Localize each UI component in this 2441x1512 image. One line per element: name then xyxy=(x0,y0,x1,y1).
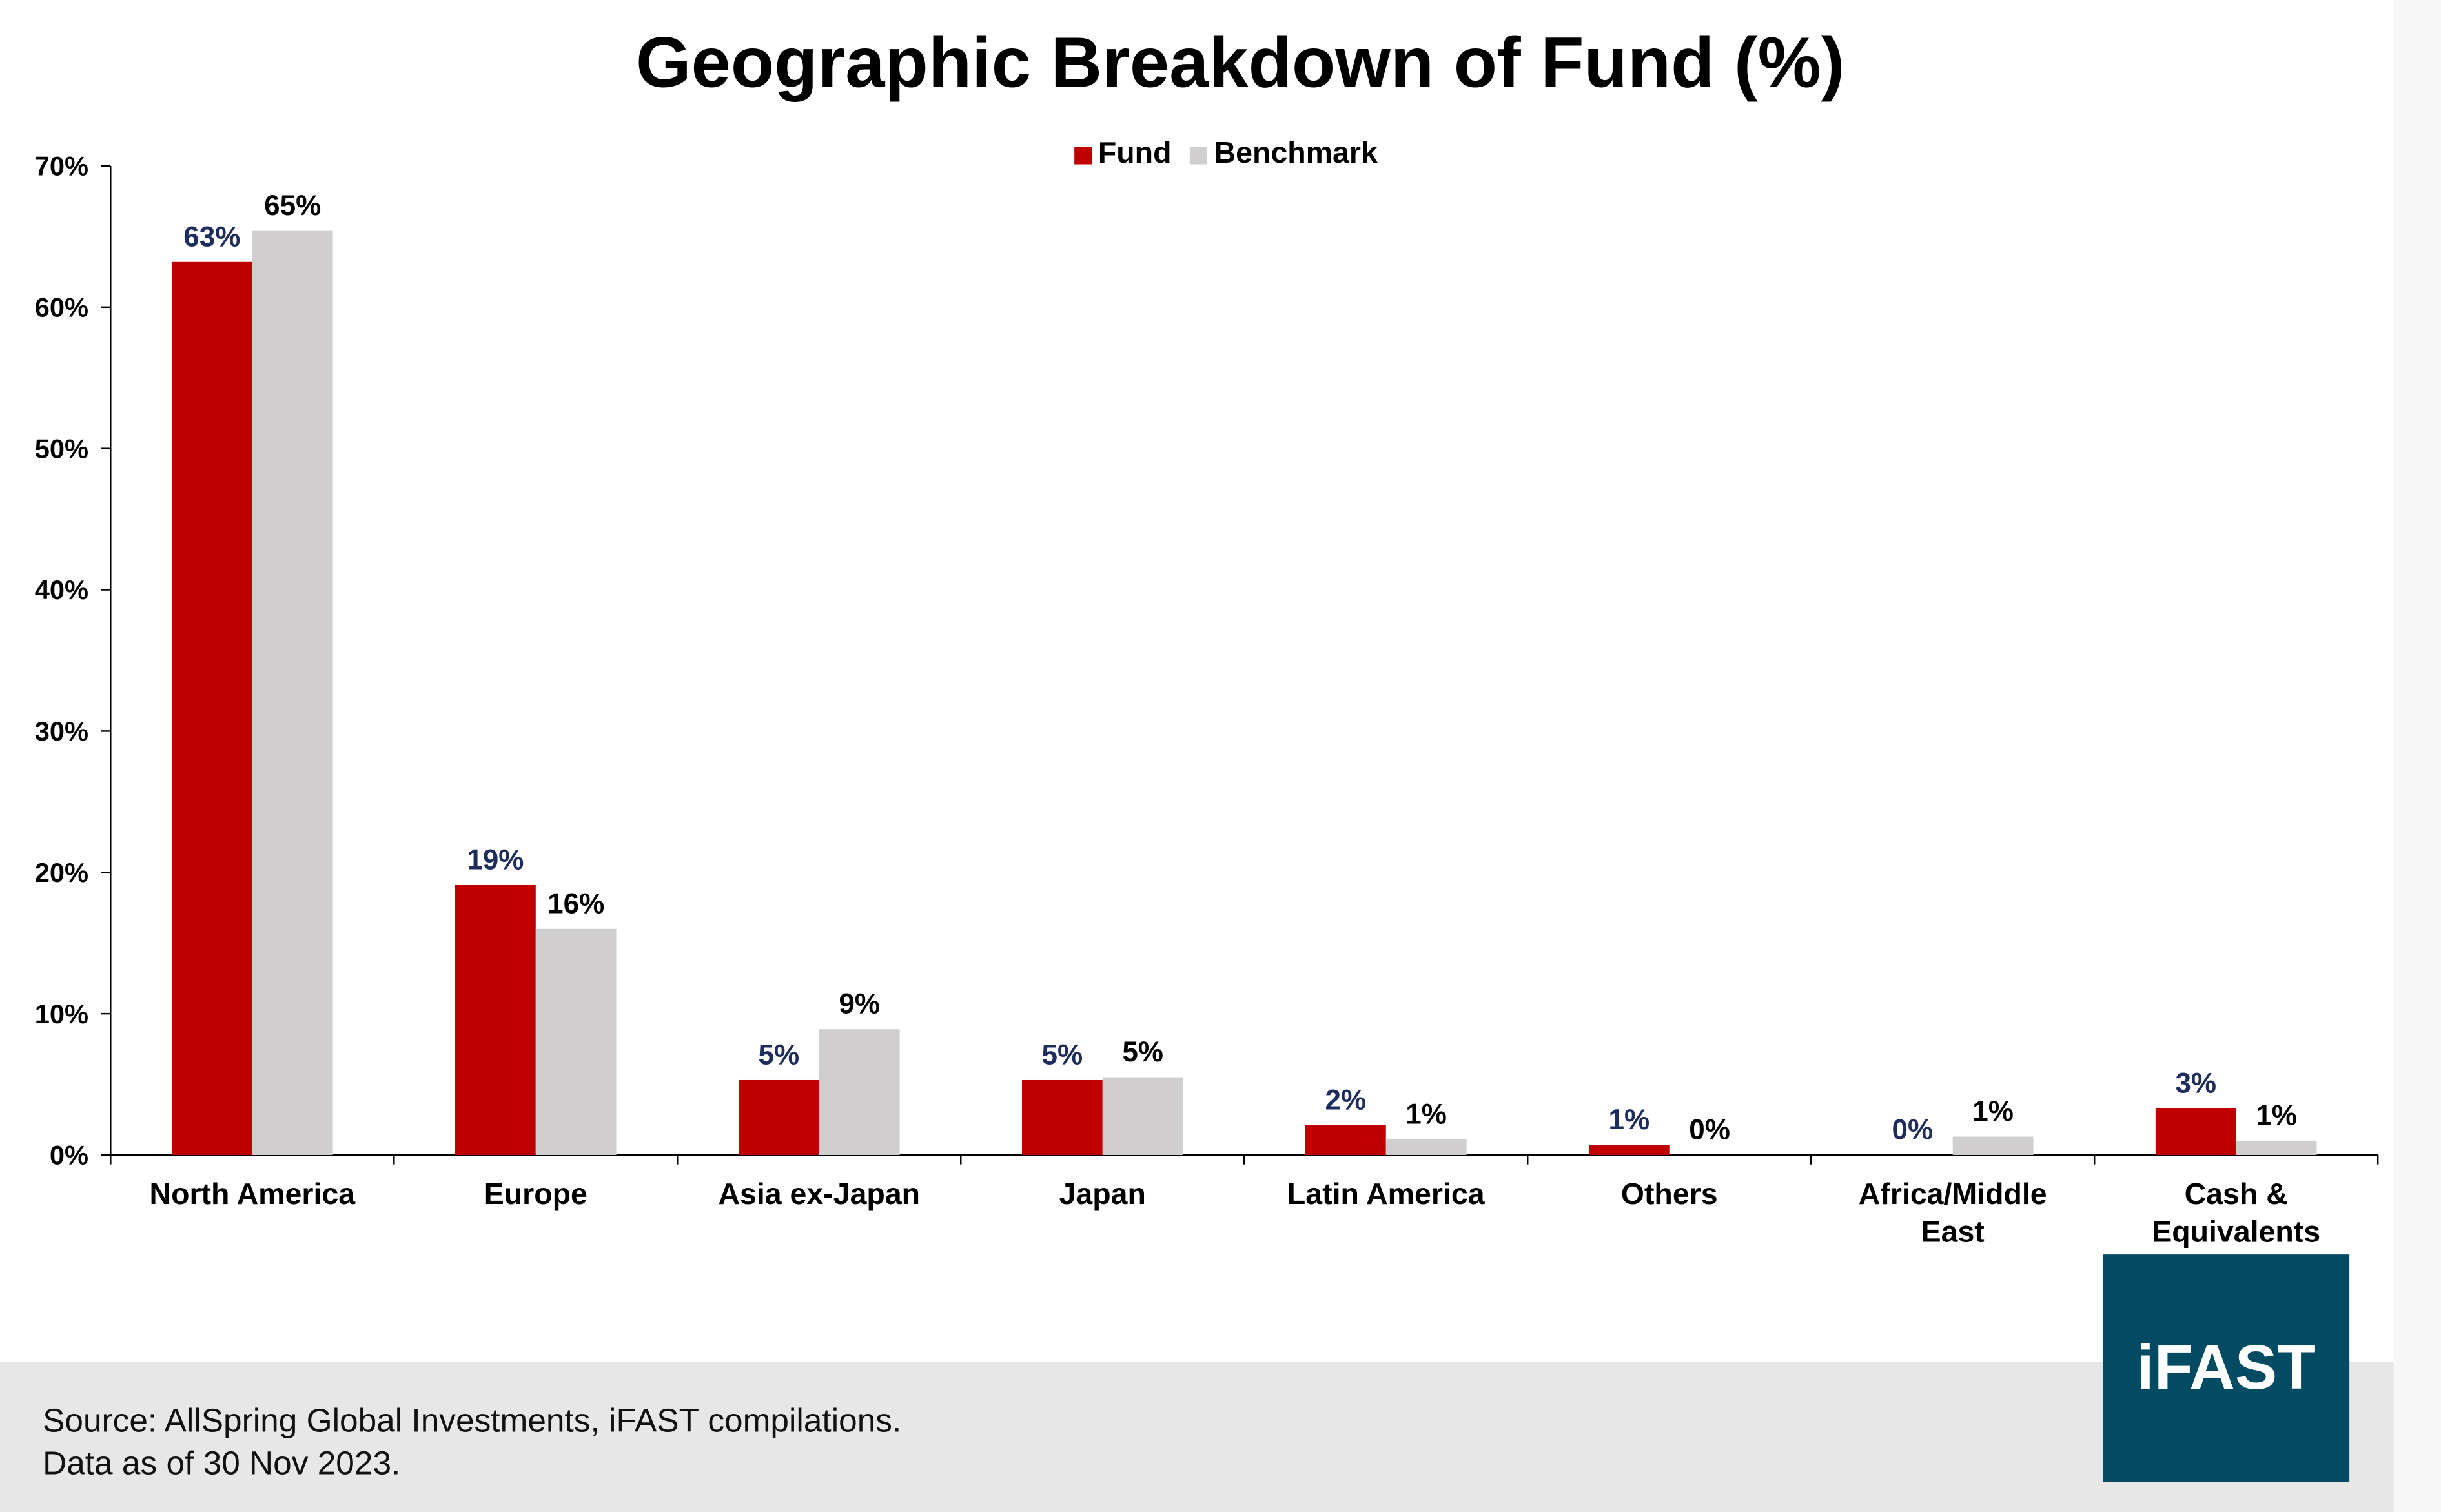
y-tick-label: 10% xyxy=(35,999,88,1029)
data-label-fund: 5% xyxy=(759,1039,800,1071)
data-label-fund: 3% xyxy=(2175,1067,2216,1099)
data-label-fund: 1% xyxy=(1608,1104,1649,1136)
data-label-benchmark: 65% xyxy=(264,190,321,221)
x-tick-label: Equivalents xyxy=(2152,1215,2320,1249)
legend-item-fund: Fund xyxy=(1074,137,1172,172)
y-tick-label: 40% xyxy=(35,575,88,605)
x-tick-label: Africa/Middle xyxy=(1859,1177,2047,1211)
data-label-benchmark: 1% xyxy=(1972,1096,2014,1127)
data-label-benchmark: 5% xyxy=(1122,1036,1163,1068)
bar-benchmark xyxy=(535,928,617,1155)
x-tick-label: Others xyxy=(1621,1177,1718,1211)
bar-fund xyxy=(171,261,252,1155)
x-tick-label: East xyxy=(1921,1215,1985,1249)
data-label-fund: 5% xyxy=(1042,1039,1083,1071)
y-tick-label: 70% xyxy=(35,151,88,181)
y-tick-label: 20% xyxy=(35,857,88,888)
bar-fund xyxy=(1588,1145,1670,1155)
data-label-fund: 19% xyxy=(467,844,524,875)
chart-title: Geographic Breakdown of Fund (%) xyxy=(636,22,1845,103)
bar-fund xyxy=(1021,1079,1103,1155)
bar-benchmark xyxy=(2236,1141,2317,1155)
bar-benchmark xyxy=(819,1029,900,1155)
x-tick-label: Japan xyxy=(1059,1177,1146,1211)
legend-swatch-fund xyxy=(1074,146,1092,164)
data-label-benchmark: 1% xyxy=(2256,1100,2297,1132)
data-label-benchmark: 16% xyxy=(547,888,604,919)
data-label-fund: 0% xyxy=(1892,1114,1933,1146)
y-tick-label: 0% xyxy=(50,1140,88,1170)
date-note: Data as of 30 Nov 2023. xyxy=(43,1446,401,1482)
data-label-benchmark: 1% xyxy=(1405,1098,1447,1130)
bar-fund xyxy=(738,1079,819,1155)
bar-benchmark xyxy=(252,230,333,1155)
data-label-benchmark: 9% xyxy=(839,988,880,1020)
y-tick-label: 50% xyxy=(35,433,88,464)
bar-benchmark xyxy=(1102,1077,1183,1155)
bar-fund xyxy=(2155,1108,2236,1155)
x-tick-label: Cash & xyxy=(2185,1177,2288,1211)
x-tick-label: North America xyxy=(150,1177,356,1211)
y-tick-label: 60% xyxy=(35,292,88,323)
y-tick-label: 30% xyxy=(35,716,88,746)
source-note: Source: AllSpring Global Investments, iF… xyxy=(43,1403,902,1440)
legend: Fund Benchmark xyxy=(1074,138,1378,172)
bar-fund xyxy=(1305,1125,1386,1155)
x-tick-label: Latin America xyxy=(1287,1177,1486,1211)
ifast-logo: iFAST xyxy=(2103,1254,2350,1482)
right-margin xyxy=(2393,0,2441,1512)
bar-benchmark xyxy=(1385,1139,1467,1155)
legend-label-benchmark: Benchmark xyxy=(1214,137,1378,171)
legend-item-benchmark: Benchmark xyxy=(1190,138,1378,172)
legend-swatch-benchmark xyxy=(1190,146,1208,164)
data-label-benchmark: 0% xyxy=(1689,1114,1730,1146)
x-tick-label: Europe xyxy=(484,1177,587,1211)
bar-fund xyxy=(454,884,536,1155)
data-label-fund: 63% xyxy=(183,221,240,252)
bar-benchmark xyxy=(1952,1136,2034,1155)
footer: Source: AllSpring Global Investments, iF… xyxy=(0,1362,2394,1512)
x-tick-label: Asia ex-Japan xyxy=(718,1177,920,1211)
data-label-fund: 2% xyxy=(1325,1085,1366,1116)
legend-label-fund: Fund xyxy=(1098,137,1172,171)
